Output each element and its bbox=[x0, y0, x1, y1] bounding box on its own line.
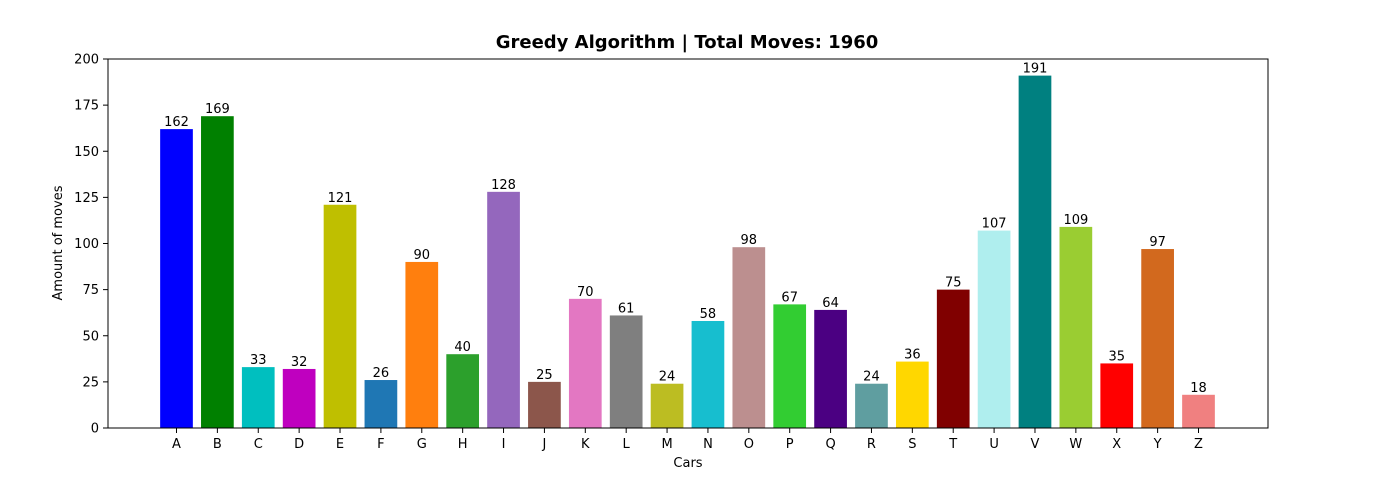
x-tick-label: Q bbox=[825, 437, 835, 452]
x-tick-label: M bbox=[661, 437, 672, 452]
bar-value-label: 24 bbox=[659, 370, 676, 385]
x-tick-label: H bbox=[458, 437, 468, 452]
x-tick-label: S bbox=[908, 437, 916, 452]
x-tick-label: W bbox=[1069, 437, 1082, 452]
x-axis-label: Cars bbox=[673, 456, 702, 471]
bar-value-label: 33 bbox=[250, 353, 267, 368]
bar-value-label: 64 bbox=[822, 296, 839, 311]
bar-n bbox=[691, 320, 725, 428]
bars-group: 162 169 33 32 121 26 90 40 128 25 70 61 24 58 98 67 64 24… bbox=[160, 62, 1215, 429]
bar-o bbox=[732, 247, 766, 428]
y-tick-label: 175 bbox=[74, 99, 99, 114]
bar-value-label: 75 bbox=[945, 276, 962, 291]
bar-j bbox=[528, 381, 561, 428]
y-tick-label: 75 bbox=[82, 283, 99, 298]
bar-a bbox=[160, 129, 193, 429]
x-tick-label: B bbox=[213, 437, 222, 452]
x-tick-label: R bbox=[867, 437, 876, 452]
bar-value-label: 61 bbox=[618, 301, 635, 316]
bar-s bbox=[895, 361, 929, 428]
bar-l bbox=[609, 315, 643, 428]
bar-value-label: 25 bbox=[536, 368, 553, 383]
bar-e bbox=[323, 204, 357, 428]
x-tick-label: U bbox=[989, 437, 999, 452]
x-tick-label: G bbox=[417, 437, 427, 452]
bar-value-label: 36 bbox=[904, 348, 921, 363]
bar-value-label: 40 bbox=[454, 340, 471, 355]
bar-value-label: 67 bbox=[781, 290, 798, 305]
x-tick-label: D bbox=[294, 437, 304, 452]
y-tick-label: 125 bbox=[74, 191, 99, 206]
bar-value-label: 98 bbox=[741, 233, 758, 248]
bar-value-label: 191 bbox=[1023, 62, 1048, 77]
bar-value-label: 128 bbox=[491, 178, 516, 193]
bar-value-label: 26 bbox=[373, 366, 390, 381]
bar-z bbox=[1182, 394, 1215, 428]
y-tick-label: 25 bbox=[82, 375, 99, 390]
plot-area-frame bbox=[107, 58, 1269, 429]
bar-k bbox=[568, 298, 602, 428]
bar-h bbox=[446, 354, 480, 428]
x-tick-label: N bbox=[703, 437, 713, 452]
x-tick-label: K bbox=[581, 437, 590, 452]
bar-value-label: 58 bbox=[700, 307, 717, 322]
bar-w bbox=[1059, 226, 1093, 428]
bar-value-label: 32 bbox=[291, 355, 308, 370]
bar-m bbox=[650, 383, 684, 428]
x-tick-label: J bbox=[541, 437, 546, 452]
x-tick-label: A bbox=[172, 437, 181, 452]
x-tick-label: O bbox=[744, 437, 754, 452]
y-tick-label: 200 bbox=[74, 53, 99, 68]
chart-title: Greedy Algorithm | Total Moves: 1960 bbox=[496, 32, 879, 53]
bar-value-label: 70 bbox=[577, 285, 594, 300]
x-axis: A B C D E F G H I J K L M N O P Q R S T U V W X Y Z bbox=[172, 428, 1203, 452]
bar-b bbox=[201, 116, 234, 428]
bar-value-label: 18 bbox=[1190, 381, 1207, 396]
bar-value-label: 24 bbox=[863, 370, 880, 385]
y-tick-label: 50 bbox=[82, 329, 99, 344]
x-tick-label: V bbox=[1031, 437, 1040, 452]
bar-value-label: 35 bbox=[1108, 349, 1125, 364]
x-tick-label: Z bbox=[1194, 437, 1203, 452]
bar-p bbox=[773, 304, 807, 428]
bar-value-label: 90 bbox=[414, 248, 431, 263]
bar-r bbox=[855, 383, 888, 428]
x-tick-label: E bbox=[336, 437, 344, 452]
bar-value-label: 109 bbox=[1063, 213, 1088, 228]
y-tick-label: 0 bbox=[91, 422, 99, 437]
bar-x bbox=[1100, 363, 1134, 428]
bar-i bbox=[487, 191, 520, 428]
bar-value-label: 162 bbox=[164, 115, 189, 130]
x-tick-label: P bbox=[786, 437, 794, 452]
bar-value-label: 107 bbox=[982, 217, 1007, 232]
bar-c bbox=[241, 367, 275, 428]
bar-value-label: 169 bbox=[205, 102, 230, 117]
bar-v bbox=[1018, 75, 1052, 428]
bar-u bbox=[977, 230, 1011, 428]
y-tick-label: 150 bbox=[74, 145, 99, 160]
x-tick-label: Y bbox=[1153, 437, 1162, 452]
bar-value-label: 121 bbox=[328, 191, 353, 206]
x-tick-label: I bbox=[502, 437, 506, 452]
bar-d bbox=[282, 368, 316, 428]
bar-t bbox=[936, 289, 970, 428]
x-tick-label: L bbox=[623, 437, 631, 452]
bar-value-label: 97 bbox=[1149, 235, 1166, 250]
y-tick-label: 100 bbox=[74, 237, 99, 252]
x-tick-label: T bbox=[948, 437, 957, 452]
y-axis: 0 25 50 75 100 125 150 175 200 bbox=[74, 53, 108, 437]
y-axis-label: Amount of moves bbox=[51, 185, 66, 300]
x-tick-label: X bbox=[1112, 437, 1121, 452]
bar-f bbox=[364, 380, 398, 428]
bar-y bbox=[1141, 249, 1174, 428]
bar-g bbox=[405, 261, 439, 428]
bar-q bbox=[814, 309, 847, 428]
x-tick-label: C bbox=[254, 437, 263, 452]
x-tick-label: F bbox=[377, 437, 384, 452]
